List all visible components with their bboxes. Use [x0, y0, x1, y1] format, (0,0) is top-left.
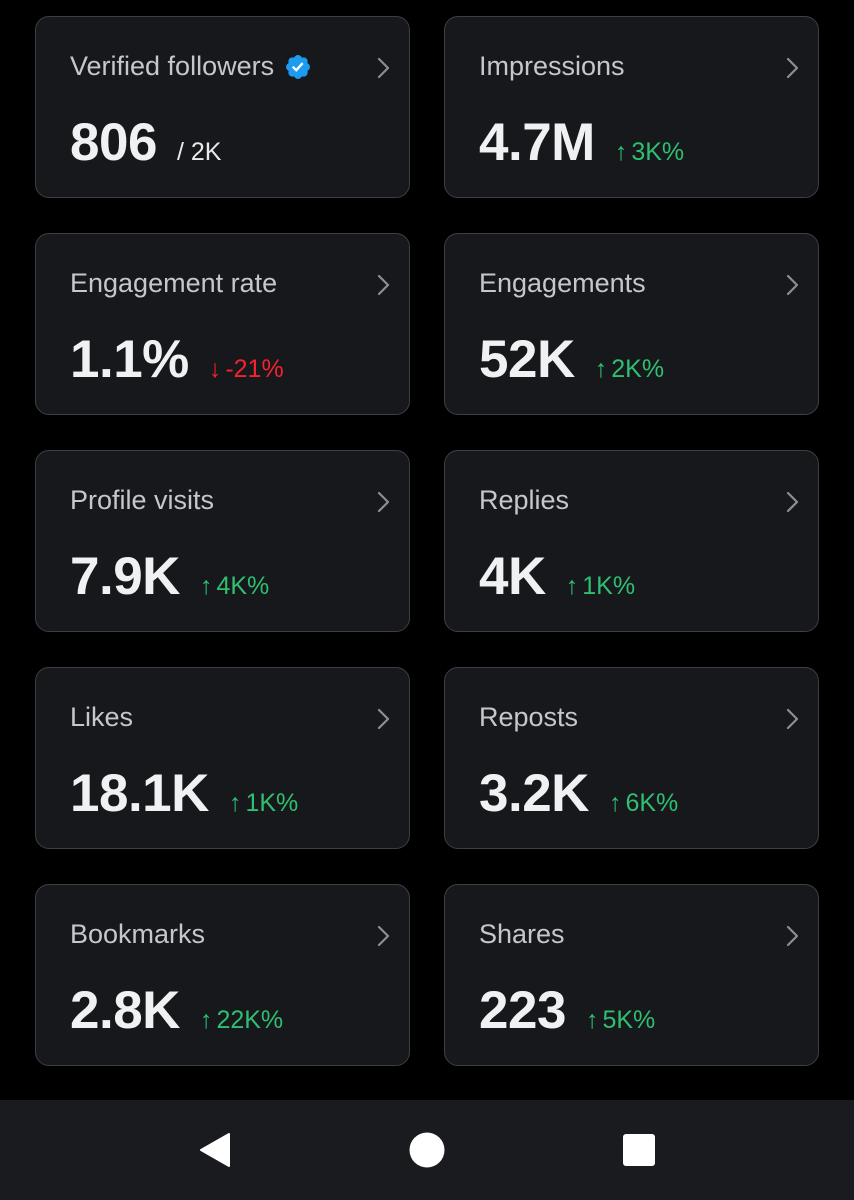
value-row: 3.2K ↑ 6K% — [479, 763, 678, 824]
metric-value: 2.8K — [70, 981, 180, 1040]
delta-value: 1K% — [582, 572, 636, 600]
metric-delta: ↑ 5K% — [586, 1006, 655, 1035]
value-row: 18.1K ↑ 1K% — [70, 763, 298, 824]
chevron-right-icon — [786, 491, 799, 513]
chevron-right-icon — [377, 925, 390, 947]
metric-delta: ↑ 2K% — [595, 355, 664, 384]
metric-card-shares[interactable]: Shares 223 ↑ 5K% — [444, 884, 819, 1066]
delta-value: 1K% — [245, 789, 299, 817]
metric-value: 18.1K — [70, 764, 209, 823]
metric-delta: ↑ 3K% — [615, 138, 684, 167]
delta-value: 2K% — [611, 355, 665, 383]
delta-value: -21% — [225, 355, 284, 383]
chevron-right-icon — [377, 708, 390, 730]
metric-card-impressions[interactable]: Impressions 4.7M ↑ 3K% — [444, 16, 819, 198]
delta-value: 6K% — [625, 789, 679, 817]
home-circle-icon[interactable] — [407, 1130, 447, 1170]
arrow-up-icon: ↑ — [199, 572, 213, 600]
arrow-up-icon: ↑ — [608, 789, 622, 817]
metric-card-verified-followers[interactable]: Verified followers 806 / 2K — [35, 16, 410, 198]
arrow-up-icon: ↑ — [199, 1006, 213, 1034]
metric-card-replies[interactable]: Replies 4K ↑ 1K% — [444, 450, 819, 632]
chevron-right-icon — [786, 57, 799, 79]
metric-value: 4.7M — [479, 113, 595, 172]
card-title: Reposts — [479, 702, 579, 732]
chevron-right-icon — [786, 274, 799, 296]
value-row: 52K ↑ 2K% — [479, 329, 664, 390]
arrow-up-icon: ↑ — [614, 138, 628, 166]
metrics-grid: Verified followers 806 / 2K Impressions … — [35, 16, 819, 1066]
card-title: Impressions — [479, 51, 625, 81]
card-title: Replies — [479, 485, 570, 515]
chevron-right-icon — [377, 491, 390, 513]
system-navigation-bar — [0, 1100, 854, 1200]
metric-value: 223 — [479, 981, 566, 1040]
card-title: Verified followers — [70, 51, 312, 82]
metric-value: 806 — [70, 113, 157, 172]
value-row: 4.7M ↑ 3K% — [479, 112, 684, 173]
arrow-up-icon: ↑ — [594, 355, 608, 383]
value-row: 2.8K ↑ 22K% — [70, 980, 283, 1041]
metric-delta: ↑ 4K% — [200, 572, 269, 601]
metric-value: 1.1% — [70, 330, 189, 389]
metric-value: 4K — [479, 547, 546, 606]
card-title: Profile visits — [70, 485, 215, 515]
chevron-right-icon — [377, 57, 390, 79]
metric-delta: ↓ -21% — [209, 355, 284, 384]
arrow-up-icon: ↑ — [585, 1006, 599, 1034]
metric-card-likes[interactable]: Likes 18.1K ↑ 1K% — [35, 667, 410, 849]
value-row: 806 / 2K — [70, 112, 221, 173]
delta-value: 3K% — [631, 138, 685, 166]
value-row: 1.1% ↓ -21% — [70, 329, 284, 390]
metric-card-profile-visits[interactable]: Profile visits 7.9K ↑ 4K% — [35, 450, 410, 632]
arrow-up-icon: ↑ — [565, 572, 579, 600]
card-title: Likes — [70, 702, 134, 732]
value-row: 7.9K ↑ 4K% — [70, 546, 269, 607]
metric-card-reposts[interactable]: Reposts 3.2K ↑ 6K% — [444, 667, 819, 849]
metric-card-bookmarks[interactable]: Bookmarks 2.8K ↑ 22K% — [35, 884, 410, 1066]
value-row: 223 ↑ 5K% — [479, 980, 655, 1041]
delta-value: 5K% — [602, 1006, 656, 1034]
metric-value: 7.9K — [70, 547, 180, 606]
arrow-up-icon: ↑ — [228, 789, 242, 817]
chevron-right-icon — [786, 708, 799, 730]
back-triangle-icon[interactable] — [195, 1130, 235, 1170]
arrow-down-icon: ↓ — [208, 355, 222, 383]
chevron-right-icon — [377, 274, 390, 296]
verified-badge-icon — [284, 53, 312, 81]
card-title: Engagement rate — [70, 268, 278, 298]
card-title: Bookmarks — [70, 919, 206, 949]
value-row: 4K ↑ 1K% — [479, 546, 635, 607]
metric-delta: ↑ 22K% — [200, 1006, 283, 1035]
metric-card-engagements[interactable]: Engagements 52K ↑ 2K% — [444, 233, 819, 415]
delta-value: 4K% — [216, 572, 270, 600]
card-title-text: Verified followers — [70, 51, 275, 81]
recents-square-icon[interactable] — [619, 1130, 659, 1170]
metric-value: 3.2K — [479, 764, 589, 823]
metric-delta: ↑ 1K% — [566, 572, 635, 601]
card-title: Shares — [479, 919, 565, 949]
card-title: Engagements — [479, 268, 646, 298]
metric-delta: ↑ 6K% — [609, 789, 678, 818]
delta-value: 22K% — [216, 1006, 284, 1034]
metric-delta: ↑ 1K% — [229, 789, 298, 818]
metric-subvalue: / 2K — [176, 138, 222, 166]
chevron-right-icon — [786, 925, 799, 947]
metric-card-engagement-rate[interactable]: Engagement rate 1.1% ↓ -21% — [35, 233, 410, 415]
metric-value: 52K — [479, 330, 575, 389]
